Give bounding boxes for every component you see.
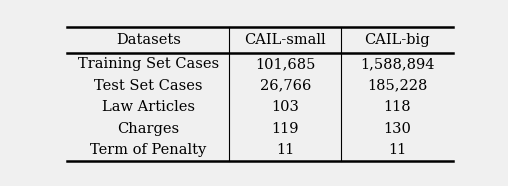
Text: CAIL-small: CAIL-small: [245, 33, 326, 47]
Text: 118: 118: [384, 100, 411, 114]
Text: CAIL-big: CAIL-big: [365, 33, 430, 47]
Text: 11: 11: [388, 143, 406, 157]
Text: Datasets: Datasets: [116, 33, 181, 47]
Text: 1,588,894: 1,588,894: [360, 57, 434, 71]
Text: 101,685: 101,685: [255, 57, 315, 71]
Text: 185,228: 185,228: [367, 78, 428, 93]
Text: 26,766: 26,766: [260, 78, 311, 93]
Text: 130: 130: [384, 122, 411, 136]
Text: Test Set Cases: Test Set Cases: [94, 78, 203, 93]
Text: Charges: Charges: [117, 122, 179, 136]
Text: 103: 103: [271, 100, 299, 114]
Text: Law Articles: Law Articles: [102, 100, 195, 114]
Text: Term of Penalty: Term of Penalty: [90, 143, 207, 157]
Text: 119: 119: [272, 122, 299, 136]
Text: Training Set Cases: Training Set Cases: [78, 57, 219, 71]
Text: 11: 11: [276, 143, 295, 157]
